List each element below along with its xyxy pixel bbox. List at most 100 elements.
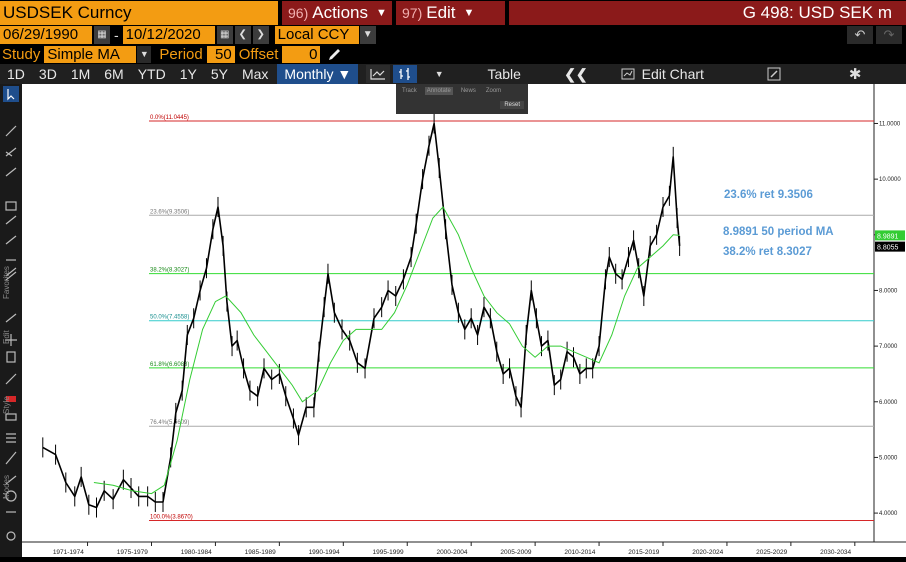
table-button[interactable]: Table — [487, 66, 521, 82]
period-label: Period — [159, 46, 203, 63]
chart-tools-popup: Track Annotate News Zoom Reset — [396, 84, 528, 114]
price-series-line — [42, 122, 681, 509]
chevron-down-icon[interactable]: ▼ — [434, 69, 444, 79]
popup-item-track[interactable]: Track — [402, 87, 417, 94]
svg-text:Modes: Modes — [2, 475, 11, 499]
price-value-tag — [875, 241, 905, 252]
drawing-tools[interactable]: Favorites Edit Style Modes — [0, 84, 22, 557]
period-button-5y[interactable]: 5Y — [210, 66, 228, 82]
chart-icon — [621, 68, 635, 80]
x-tick-label: 2020-2024 — [692, 549, 723, 556]
redo-icon[interactable]: ↷ — [876, 26, 902, 44]
svg-text:Favorites: Favorites — [2, 266, 11, 299]
chevron-down-icon: ▼ — [463, 6, 475, 19]
frequency-select[interactable]: Monthly ▼ — [277, 64, 359, 84]
toolbar: 1D 3D 1M 6M YTD 1Y 5Y Max Monthly ▼ ▼ Table ❮❮ … — [0, 64, 906, 84]
y-tick-label: 5.0000 — [879, 455, 898, 461]
period-button-1m[interactable]: 1M — [70, 66, 91, 82]
fib-level-label: 76.4%(5.5609) — [150, 420, 189, 426]
study-label: Study — [2, 46, 41, 63]
collapse-icon[interactable]: ❮❮ — [564, 66, 588, 82]
svg-text:Style: Style — [2, 396, 11, 414]
chart-annotation: 38.2% ret 8.3027 — [723, 246, 812, 258]
x-tick-label: 2025-2029 — [756, 549, 787, 556]
undo-icon[interactable]: ↶ — [847, 26, 873, 44]
edit-menu[interactable]: 97) Edit ▼ — [396, 0, 505, 25]
edit-label: Edit — [426, 2, 456, 22]
chevron-down-icon: ▼ — [375, 6, 387, 19]
actions-menu[interactable]: 96) Actions ▼ — [282, 0, 392, 25]
popup-item-zoom[interactable]: Zoom — [485, 87, 502, 94]
x-tick-label: 2005-2009 — [500, 549, 531, 556]
edit-number: 97) — [402, 4, 423, 21]
page-title: G 498: USD SEK m — [509, 0, 906, 25]
x-tick-label: 2015-2019 — [628, 549, 659, 556]
period-button-6m[interactable]: 6M — [104, 66, 124, 82]
fib-level-label: 50.0%(7.4558) — [150, 315, 189, 321]
edit-chart-label: Edit Chart — [641, 66, 704, 82]
study-row: Study Simple MA ▼ Period 50 Offset 0 — [0, 45, 906, 64]
period-button-ytd[interactable]: YTD — [137, 66, 166, 82]
y-tick-label: 8.0000 — [879, 288, 898, 294]
end-date-input[interactable]: 10/12/2020 — [122, 26, 215, 44]
edit-chart-button[interactable]: Edit Chart — [621, 64, 711, 84]
edit-icon[interactable] — [767, 67, 781, 81]
actions-label: Actions — [312, 2, 368, 22]
x-tick-label: 1971-1974 — [53, 549, 84, 556]
chevron-down-icon[interactable]: ▼ — [359, 26, 376, 44]
pencil-icon[interactable] — [326, 47, 344, 63]
start-date-input[interactable]: 06/29/1990 — [0, 26, 92, 44]
ticker-field[interactable]: USDSEK Curncy — [0, 0, 278, 25]
y-tick-label: 6.0000 — [879, 400, 898, 406]
x-tick-label: 1980-1984 — [181, 549, 212, 556]
x-tick-label: 2010-2014 — [564, 549, 595, 556]
currency-select[interactable]: Local CCY — [274, 26, 359, 44]
ma-series-line — [93, 206, 680, 495]
x-tick-label: 2030-2034 — [820, 549, 851, 556]
chart-annotation: 23.6% ret 9.3506 — [724, 189, 813, 201]
calendar-icon[interactable]: ▦ — [216, 26, 233, 44]
period-buttons: 1D 3D 1M 6M YTD 1Y 5Y Max — [0, 64, 275, 84]
fib-level-label: 100.0%(3.8670) — [150, 514, 193, 520]
chevron-right-icon[interactable]: ❯ — [252, 26, 269, 44]
fib-level-label: 38.2%(8.3027) — [150, 268, 189, 274]
period-input[interactable]: 50 — [206, 46, 235, 63]
popup-items: Track Annotate News Zoom — [396, 84, 528, 97]
settings-icon[interactable]: ✱ — [848, 66, 862, 83]
x-tick-label: 2000-2004 — [436, 549, 467, 556]
y-tick-label: 4.0000 — [879, 511, 898, 517]
x-tick-label: 1985-1989 — [245, 549, 276, 556]
x-tick-label: 1995-1999 — [373, 549, 404, 556]
study-select[interactable]: Simple MA — [44, 46, 137, 63]
fib-level-label: 23.6%(9.3506) — [150, 209, 189, 215]
period-button-3d[interactable]: 3D — [38, 66, 57, 82]
left-toolbar: Favorites Edit Style Modes — [0, 84, 22, 557]
x-tick-label: 1990-1994 — [309, 549, 340, 556]
period-button-1y[interactable]: 1Y — [179, 66, 197, 82]
date-range-row: 06/29/1990 ▦ - 10/12/2020 ▦ ❮ ❯ Local CC… — [0, 25, 906, 45]
fib-level-label: 61.8%(6.6088) — [150, 362, 189, 368]
offset-label: Offset — [238, 46, 279, 63]
line-chart-icon[interactable] — [366, 65, 391, 83]
y-tick-label: 10.0000 — [879, 177, 901, 183]
chevron-down-icon[interactable]: ▼ — [137, 46, 152, 63]
date-separator: - — [114, 27, 119, 43]
price-value-label: 8.8055 — [877, 245, 899, 252]
period-button-1d[interactable]: 1D — [7, 66, 25, 82]
y-tick-label: 7.0000 — [879, 344, 898, 350]
popup-item-news[interactable]: News — [460, 87, 476, 94]
reset-button[interactable]: Reset — [500, 100, 524, 109]
bar-chart-icon[interactable] — [393, 65, 418, 83]
svg-text:Edit: Edit — [2, 329, 11, 344]
fib-level-label: 0.0%(11.0445) — [150, 115, 189, 121]
price-chart[interactable]: 0.0%(11.0445) 23.6%(9.3506) 38.2%(8.3027) 5… — [22, 84, 906, 557]
chart-area[interactable]: 0.0%(11.0445) 23.6%(9.3506) 38.2%(8.3027) 5… — [22, 84, 906, 557]
period-button-max[interactable]: Max — [241, 66, 269, 82]
ma-value-tag — [875, 230, 905, 241]
chart-annotation: 8.9891 50 period MA — [723, 226, 834, 238]
offset-input[interactable]: 0 — [282, 46, 321, 63]
calendar-icon[interactable]: ▦ — [94, 26, 110, 44]
chevron-left-icon[interactable]: ❮ — [234, 26, 251, 44]
y-tick-label: 11.0000 — [879, 121, 901, 127]
popup-item-annotate[interactable]: Annotate — [424, 86, 453, 95]
